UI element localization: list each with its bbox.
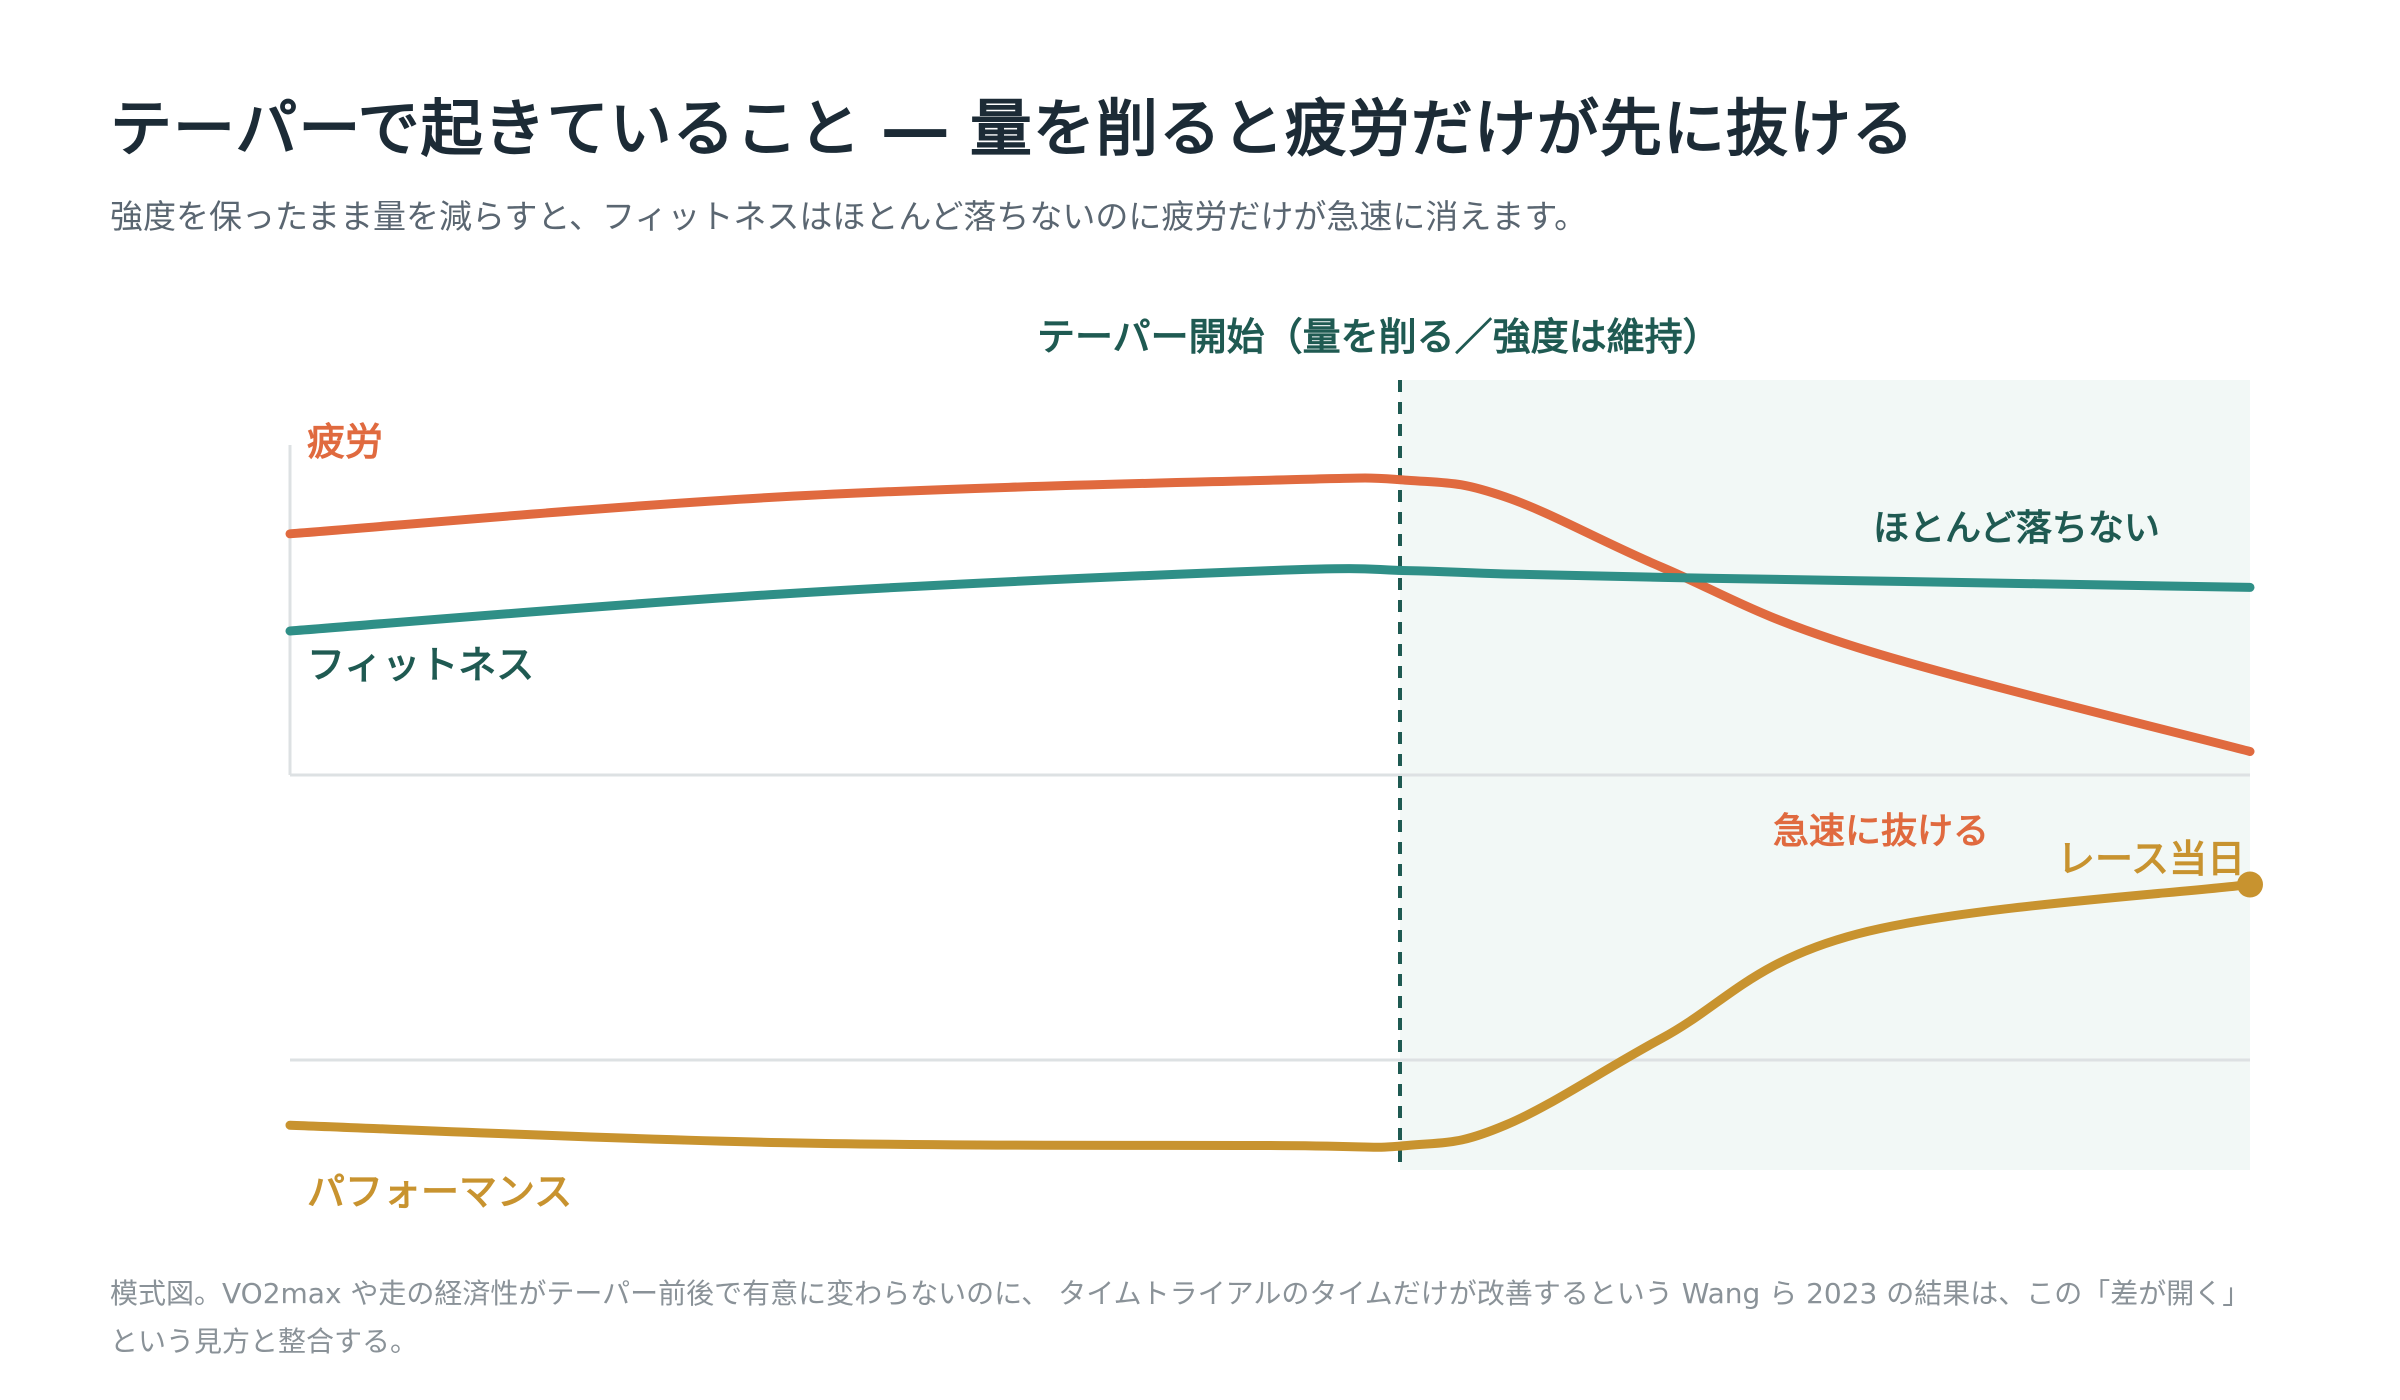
fitness-note-label: ほとんど落ちない xyxy=(1873,508,2160,549)
fatigue-note-label: 急速に抜ける xyxy=(1773,811,1989,852)
taper-start-label: テーパー開始（量を削る／強度は維持） xyxy=(1037,315,1721,359)
fitness-series-line xyxy=(285,564,2255,636)
race-day-point xyxy=(2237,871,2263,898)
figure-caption: 模式図。VO2max や走の経済性がテーパー前後で有意に変わらないのに、 タイム… xyxy=(110,1277,2251,1358)
fitness-series-label: フィットネス xyxy=(307,643,534,687)
fatigue-series-label: 疲労 xyxy=(307,420,383,464)
page-title: テーパーで起きていること ― 量を削ると疲労だけが先に抜ける xyxy=(110,92,1915,165)
race-day-label: レース当日 xyxy=(2057,837,2245,881)
page-subtitle: 強度を保ったまま量を減らすと、フィットネスはほとんど落ちないのに疲労だけが急速に… xyxy=(110,197,1588,236)
fatigue-series-line xyxy=(285,473,2255,756)
performance-series-line xyxy=(285,880,2255,1152)
performance-series-label: パフォーマンス xyxy=(307,1170,572,1214)
